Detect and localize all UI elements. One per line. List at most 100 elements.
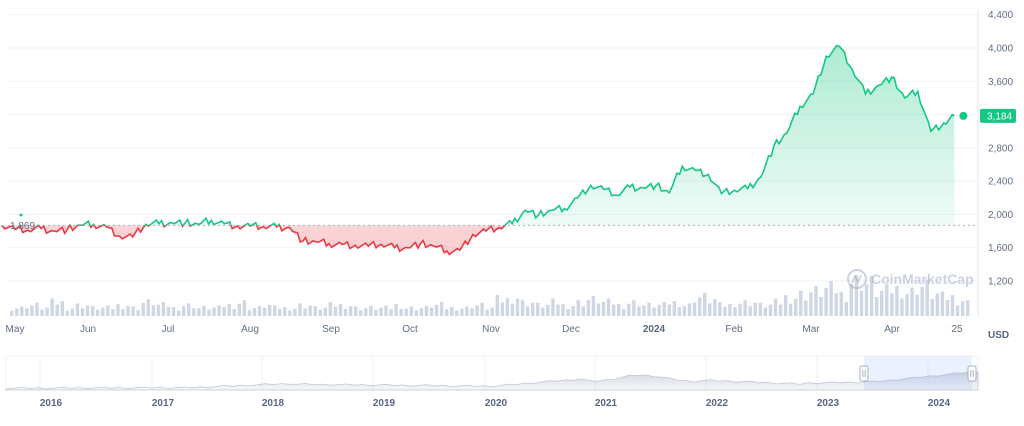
volume-bar (819, 297, 823, 316)
volume-bar (237, 303, 242, 316)
y-tick-label: 1,200 (988, 277, 1013, 288)
navigator-tick-label: 2018 (262, 398, 285, 409)
volume-bar (616, 304, 621, 316)
volume-bar (121, 308, 125, 316)
volume-bar (60, 301, 64, 316)
volume-bar (460, 308, 464, 316)
volume-bar (232, 308, 236, 316)
volume-bar (40, 309, 44, 316)
y-tick-label: 4,400 (988, 10, 1013, 21)
volume-bar (419, 308, 424, 316)
volume-bar (293, 308, 297, 316)
volume-bar (667, 304, 671, 316)
volume-bar (561, 304, 565, 316)
x-tick-label: Aug (241, 324, 259, 335)
volume-bar (212, 307, 216, 316)
volume-bar (95, 309, 100, 316)
volume-bar (116, 304, 120, 316)
volume-bar (611, 304, 616, 316)
volume-bar (65, 310, 70, 316)
volume-bar (455, 310, 459, 316)
volume-bar (273, 305, 277, 316)
volume-bar (601, 301, 606, 316)
volume-bar (510, 303, 515, 316)
watermark-text: CoinMarketCap (871, 271, 974, 287)
volume-bar (151, 305, 156, 316)
y-tick-label: 2,400 (988, 177, 1013, 188)
volume-bar (495, 294, 499, 316)
volume-bar (773, 298, 778, 316)
x-tick-label: Oct (402, 324, 418, 335)
y-tick-label: 1,600 (988, 243, 1013, 254)
volume-bar (890, 293, 894, 316)
volume-bar (106, 305, 110, 316)
volume-bar (713, 299, 717, 316)
volume-bar (374, 309, 378, 316)
y-tick-label: 2,000 (988, 210, 1013, 221)
volume-bar (920, 287, 924, 316)
volume-bar (429, 307, 434, 316)
volume-bar (738, 303, 742, 316)
volume-bar (424, 306, 429, 316)
volume-bar (682, 306, 687, 316)
volume-bar (541, 307, 545, 316)
volume-bar (622, 308, 626, 316)
volume-bar (136, 310, 140, 316)
volume-bar (647, 302, 651, 316)
volume-bar (935, 293, 940, 316)
volume-bar (227, 304, 231, 316)
volume-bar (318, 309, 322, 316)
volume-bar (111, 309, 115, 316)
volume-bar (869, 276, 874, 316)
volume-bar (384, 305, 388, 316)
area-below-baseline (1, 225, 955, 255)
volume-bar (434, 304, 439, 316)
volume-bar (131, 306, 135, 316)
x-tick-label: Mar (802, 324, 820, 335)
current-price-label: 3,184 (987, 111, 1012, 122)
volume-bar (880, 290, 884, 316)
volume-bar (799, 290, 803, 316)
volume-bar (171, 307, 176, 316)
volume-bar (783, 295, 788, 316)
navigator-left-handle[interactable] (859, 365, 869, 382)
navigator-selected-range (864, 356, 972, 390)
volume-bar (915, 294, 919, 316)
x-tick-label: 2024 (643, 324, 666, 335)
volume-bar (966, 300, 970, 316)
volume-bar (359, 310, 363, 316)
volume-bar (414, 310, 419, 316)
volume-bar (500, 302, 505, 316)
volume-bar (15, 308, 19, 316)
volume-bar (687, 303, 692, 316)
volume-bar (450, 307, 454, 316)
navigator-tick-label: 2017 (152, 398, 175, 409)
volume-bar (702, 292, 707, 316)
volume-bar (389, 309, 393, 316)
x-tick-label: May (6, 324, 25, 335)
volume-bar (156, 304, 161, 316)
volume-bar (298, 303, 302, 316)
navigator-tick-label: 2024 (928, 398, 951, 409)
volume-bar (85, 305, 90, 316)
volume-bar (161, 301, 166, 316)
volume-bar (404, 308, 408, 316)
volume-bar (905, 293, 909, 316)
volume-bar (288, 310, 292, 316)
volume-bar (25, 308, 29, 316)
volume-bar (596, 303, 601, 316)
volume-bar (859, 290, 864, 316)
volume-bar (530, 302, 535, 316)
volume-bar (536, 302, 540, 316)
navigator-tick-label: 2020 (485, 398, 508, 409)
volume-bar (804, 300, 808, 316)
x-tick-label: Nov (482, 324, 500, 335)
volume-bar (313, 306, 317, 316)
volume-bar (475, 305, 479, 316)
volume-bar (829, 280, 833, 316)
navigator-right-handle[interactable] (967, 365, 977, 382)
volume-bar (141, 302, 145, 316)
volume-bar (525, 306, 530, 316)
